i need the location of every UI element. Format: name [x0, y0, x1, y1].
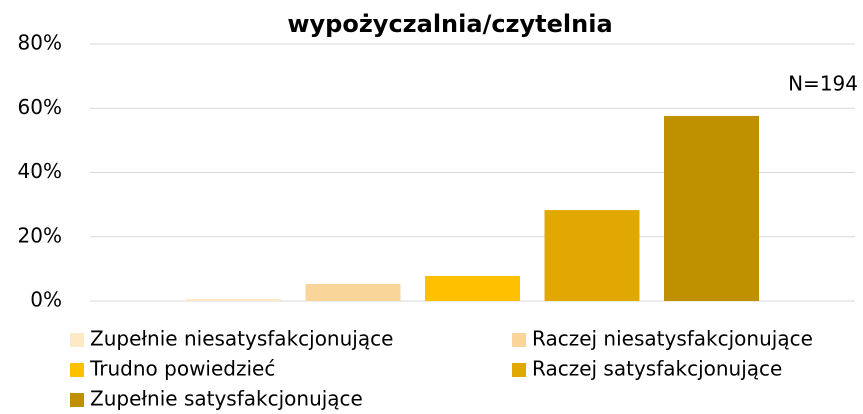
y-tick-label: 40%	[18, 159, 62, 183]
bar	[186, 299, 281, 301]
bar	[664, 115, 759, 302]
bar	[544, 210, 640, 301]
legend-swatch	[70, 333, 84, 347]
legend-label: Zupełnie niesatysfakcjonujące	[90, 327, 393, 351]
legend-swatch	[70, 363, 84, 377]
legend-label: Trudno powiedzieć	[89, 357, 275, 381]
legend-label: Zupełnie satysfakcjonujące	[90, 387, 363, 411]
bar	[425, 275, 520, 301]
legend-swatch	[70, 393, 84, 407]
legend-swatch	[512, 333, 526, 347]
chart-title: wypożyczalnia/czytelnia	[287, 10, 612, 38]
legend-label: Raczej niesatysfakcjonujące	[532, 327, 813, 351]
y-tick-label: 20%	[18, 223, 62, 247]
y-tick-label: 80%	[18, 31, 62, 55]
y-tick-label: 0%	[30, 288, 62, 312]
legend-label: Raczej satysfakcjonujące	[532, 357, 782, 381]
bar	[305, 283, 401, 301]
y-tick-label: 60%	[18, 95, 62, 119]
legend-swatch	[512, 363, 526, 377]
annotation: N=194	[788, 72, 858, 96]
